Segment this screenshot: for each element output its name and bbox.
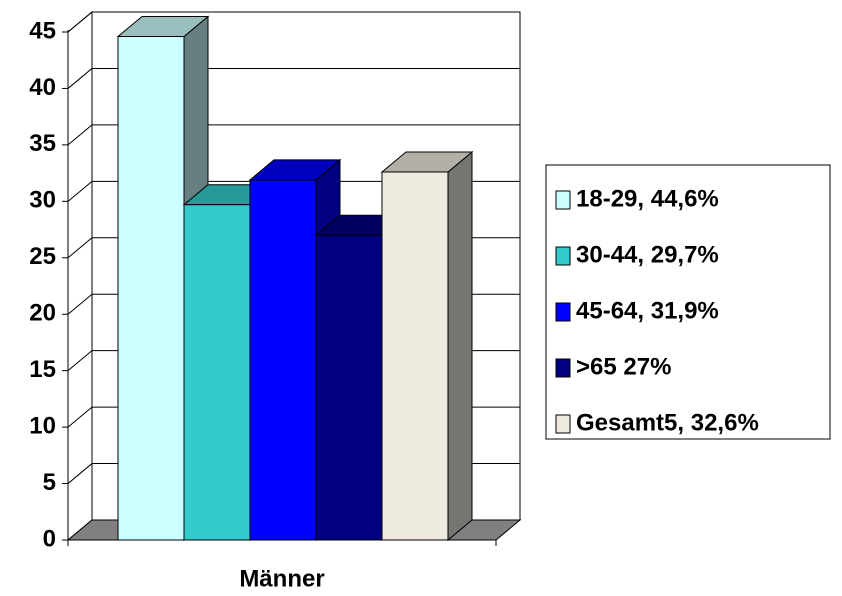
legend-swatch <box>555 358 571 378</box>
bar-side <box>447 150 473 542</box>
legend-label: Gesamt5, 32,6% <box>576 409 759 436</box>
legend-label: >65 27% <box>576 353 671 380</box>
y-tick-label: 40 <box>29 74 56 101</box>
bar <box>315 234 383 541</box>
y-tick-label: 5 <box>43 469 56 496</box>
bar <box>381 171 449 541</box>
y-tick-label: 15 <box>29 356 56 383</box>
y-tick-label: 20 <box>29 300 56 327</box>
legend-label: 18-29, 44,6% <box>576 185 719 212</box>
bar <box>117 36 185 541</box>
grid-line <box>67 237 93 259</box>
y-tick-label: 35 <box>29 130 56 157</box>
bar <box>183 204 251 541</box>
grid-line <box>67 11 93 33</box>
bar <box>249 179 317 541</box>
grid-line <box>67 350 93 372</box>
grid-line <box>67 124 93 146</box>
y-tick-label: 10 <box>29 412 56 439</box>
grid-line <box>67 293 93 315</box>
legend-swatch <box>555 246 571 266</box>
grid-line <box>67 68 93 89</box>
grid-line <box>67 463 93 484</box>
x-category-label: Männer <box>239 565 324 592</box>
legend-swatch <box>555 414 571 434</box>
legend-swatch <box>555 190 571 210</box>
legend-swatch <box>555 302 571 322</box>
y-tick-label: 0 <box>43 525 56 552</box>
side-wall <box>67 10 93 542</box>
y-tick-label: 45 <box>29 17 56 44</box>
grid-line <box>67 180 93 202</box>
grid-line <box>67 406 93 428</box>
legend-label: 45-64, 31,9% <box>576 297 719 324</box>
legend-box <box>545 164 831 440</box>
legend-label: 30-44, 29,7% <box>576 241 719 268</box>
y-tick-label: 30 <box>29 187 56 214</box>
y-tick-label: 25 <box>29 243 56 270</box>
